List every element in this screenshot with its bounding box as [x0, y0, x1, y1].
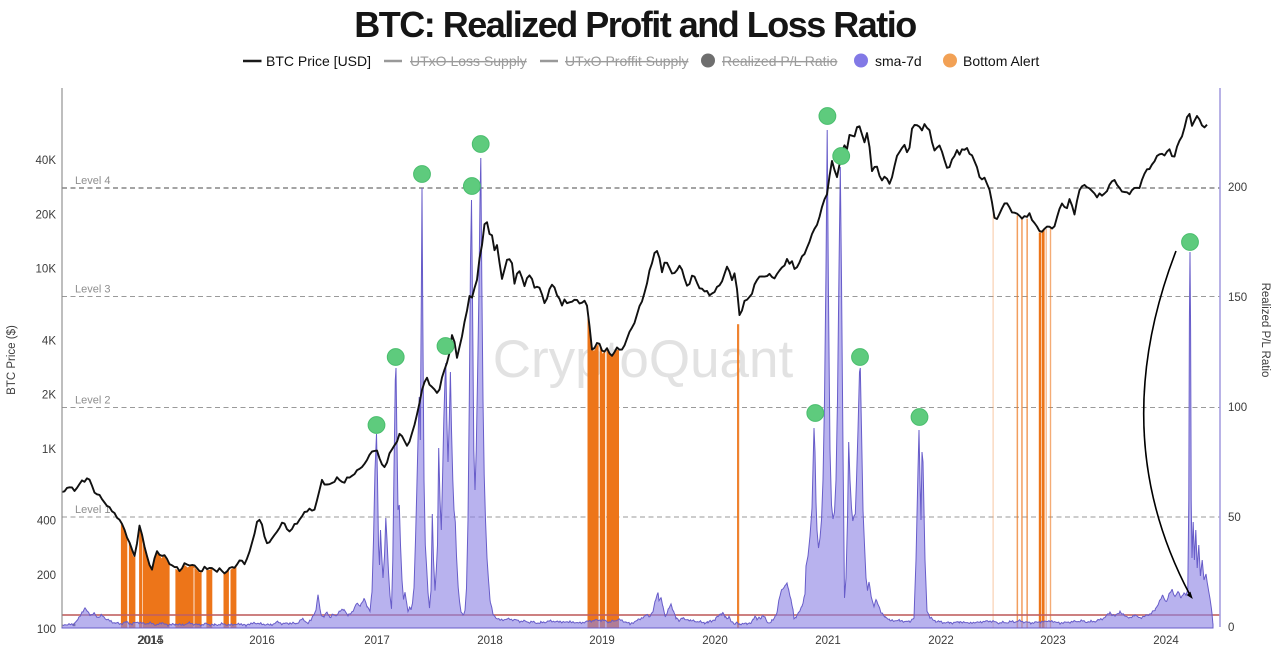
- svg-text:1K: 1K: [42, 444, 56, 456]
- svg-text:2022: 2022: [928, 635, 954, 647]
- svg-text:40K: 40K: [36, 155, 57, 167]
- svg-text:200: 200: [1228, 182, 1247, 194]
- svg-text:400: 400: [37, 516, 56, 528]
- svg-text:Bottom Alert: Bottom Alert: [963, 53, 1039, 69]
- svg-text:UTxO Proffit Supply: UTxO Proffit Supply: [565, 53, 688, 69]
- svg-text:2018: 2018: [477, 635, 503, 647]
- svg-text:2014: 2014: [137, 635, 163, 647]
- svg-text:100: 100: [37, 624, 56, 636]
- svg-text:50: 50: [1228, 512, 1241, 524]
- svg-text:4K: 4K: [42, 335, 56, 347]
- svg-text:Realized P/L Ratio: Realized P/L Ratio: [722, 53, 838, 69]
- svg-text:2015: 2015: [138, 635, 164, 647]
- svg-text:Level 4: Level 4: [75, 175, 110, 187]
- svg-text:Level 1: Level 1: [75, 504, 110, 516]
- svg-text:200: 200: [37, 570, 56, 582]
- svg-text:150: 150: [1228, 292, 1247, 304]
- svg-text:Level 3: Level 3: [75, 284, 110, 296]
- svg-text:2024: 2024: [1153, 635, 1179, 647]
- svg-text:100: 100: [1228, 402, 1247, 414]
- svg-text:UTxO Loss Supply: UTxO Loss Supply: [410, 53, 527, 69]
- svg-text:2021: 2021: [815, 635, 841, 647]
- svg-text:BTC Price [USD]: BTC Price [USD]: [266, 53, 371, 69]
- svg-text:2017: 2017: [364, 635, 390, 647]
- svg-text:2016: 2016: [249, 635, 275, 647]
- svg-text:2023: 2023: [1040, 635, 1066, 647]
- svg-text:2019: 2019: [589, 635, 615, 647]
- svg-text:BTC: Realized Profit and Loss: BTC: Realized Profit and Loss Ratio: [354, 4, 916, 45]
- svg-text:CryptoQuant: CryptoQuant: [493, 330, 794, 389]
- svg-text:0: 0: [1228, 622, 1234, 634]
- svg-text:sma-7d: sma-7d: [875, 53, 922, 69]
- svg-text:Realized P/L Ratio: Realized P/L Ratio: [1259, 283, 1271, 378]
- svg-text:2020: 2020: [702, 635, 728, 647]
- svg-text:2K: 2K: [42, 390, 56, 402]
- svg-text:BTC Price ($): BTC Price ($): [6, 325, 18, 395]
- svg-text:Level 2: Level 2: [75, 395, 110, 407]
- svg-text:20K: 20K: [36, 209, 57, 221]
- svg-text:10K: 10K: [36, 264, 57, 276]
